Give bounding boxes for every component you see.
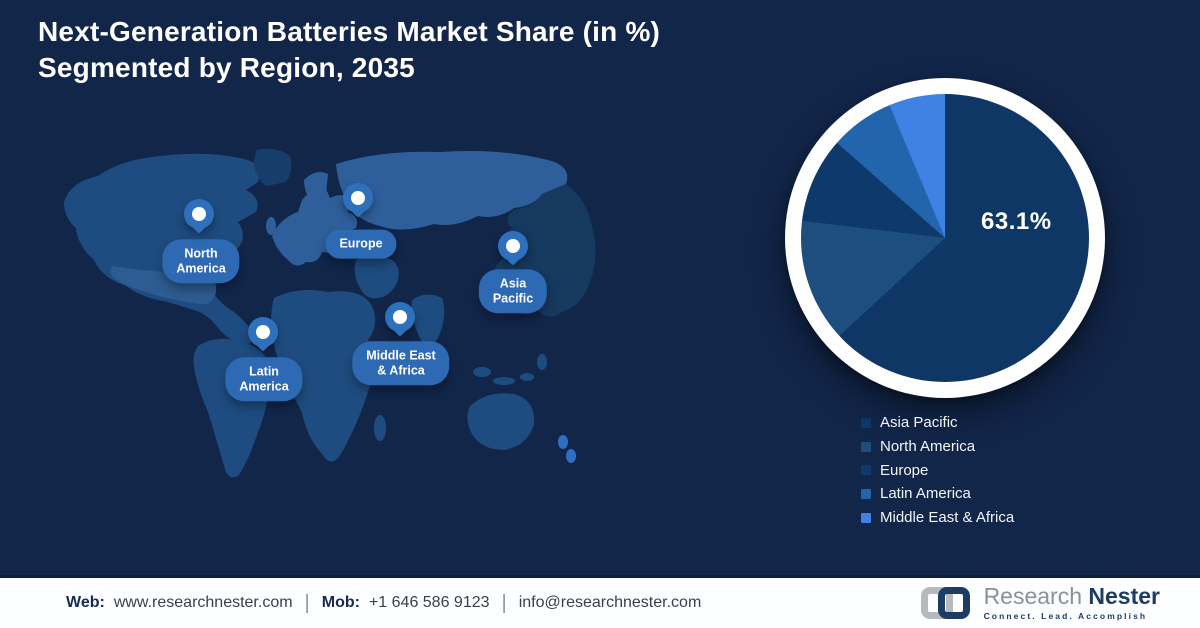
map-label-middle-east-africa: Middle East & Africa [352, 341, 450, 385]
legend-item: Middle East & Africa [861, 506, 1014, 530]
pie-chart-container: 63.1% [785, 78, 1105, 398]
pie-chart [801, 94, 1089, 382]
brand-name: Research Nester [984, 585, 1160, 608]
island-new-zealand-1 [558, 435, 568, 449]
brand-name-second: Nester [1088, 583, 1160, 609]
legend-swatch [861, 417, 871, 428]
legend-label: North America [880, 438, 976, 456]
separator: | [501, 591, 507, 614]
legend-label: Latin America [880, 485, 971, 503]
region-russia-central-asia [336, 151, 568, 230]
separator: | [304, 591, 310, 614]
island-philippines [537, 354, 547, 370]
map-pin-middle-east-africa-icon [385, 302, 415, 332]
email-value: info@researchnester.com [518, 594, 702, 611]
legend-label: Middle East & Africa [880, 509, 1015, 527]
chain-links-icon [920, 585, 975, 621]
legend-item: Asia Pacific [861, 411, 1014, 435]
brand-name-first: Research [983, 583, 1082, 609]
contact-info: Web: www.researchnester.com | Mob: +1 64… [66, 592, 701, 615]
map-label-europe: Europe [325, 229, 397, 259]
legend-label: Asia Pacific [880, 414, 958, 432]
legend-swatch [861, 441, 871, 452]
pie-value-label: 63.1% [981, 208, 1052, 235]
brand-text: Research Nester Connect. Lead. Accomplis… [983, 585, 1160, 622]
footer: Web: www.researchnester.com | Mob: +1 64… [0, 575, 1200, 628]
legend: Asia Pacific North America Europe Latin … [861, 411, 1014, 529]
island-madagascar [374, 415, 386, 441]
map-pin-europe-icon [343, 183, 373, 213]
world-map-area: North America Europe Asia Pacific Middle… [50, 140, 730, 500]
map-label-asia-pacific: Asia Pacific [478, 269, 548, 313]
legend-swatch [861, 488, 871, 499]
legend-item: North America [861, 435, 1014, 459]
legend-item: Latin America [861, 482, 1014, 506]
website-value: www.researchnester.com [113, 594, 293, 611]
page-title: Next-Generation Batteries Market Share (… [38, 16, 661, 84]
map-label-latin-america: Latin America [225, 357, 303, 401]
legend-label: Europe [880, 461, 929, 479]
mob-label: Mob: [321, 594, 360, 611]
map-pin-latin-america-icon [248, 317, 278, 347]
map-pin-north-america-icon [184, 199, 214, 229]
region-middle-east [354, 255, 399, 299]
island-indonesia-2 [493, 377, 515, 385]
island-indonesia-1 [473, 367, 491, 377]
island-japan-1 [552, 244, 560, 260]
island-japan-2 [559, 261, 567, 275]
region-india [411, 294, 445, 346]
map-pin-asia-pacific-icon [498, 231, 528, 261]
continent-australia [467, 393, 535, 450]
brand-tagline: Connect. Lead. Accomplish [983, 611, 1148, 621]
research-nester-logo: Research Nester Connect. Lead. Accomplis… [920, 585, 1160, 622]
island-indonesia-3 [520, 373, 534, 381]
legend-swatch [861, 465, 871, 476]
web-label: Web: [66, 594, 105, 611]
region-scandinavia [304, 172, 328, 204]
island-new-zealand-2 [566, 449, 576, 463]
phone-value: +1 646 586 9123 [368, 594, 490, 611]
legend-item: Europe [861, 458, 1014, 482]
island-greenland [254, 148, 292, 186]
continent-africa [271, 290, 376, 462]
map-label-north-america: North America [162, 239, 240, 283]
legend-swatch [861, 512, 871, 523]
island-uk [266, 217, 276, 235]
